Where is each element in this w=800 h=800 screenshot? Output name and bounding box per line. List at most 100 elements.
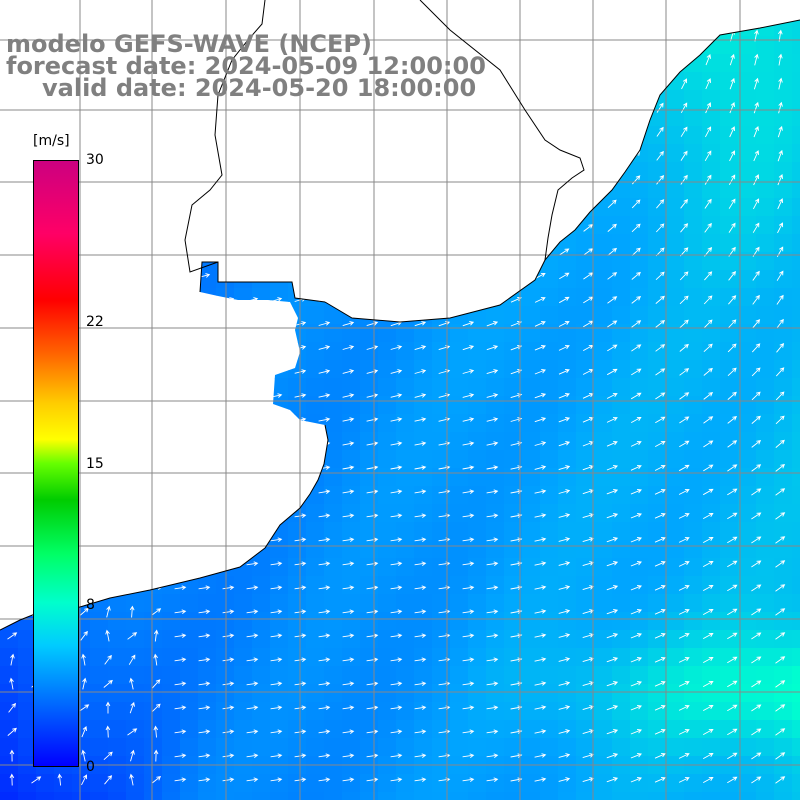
field-cell — [234, 234, 253, 253]
wind-arrow — [198, 633, 211, 638]
field-cell — [324, 396, 343, 415]
wind-arrow — [655, 344, 666, 352]
field-cell — [450, 180, 469, 199]
field-cell — [90, 270, 109, 289]
wind-arrow — [127, 10, 138, 14]
wind-arrow — [270, 633, 283, 638]
field-cell — [450, 20, 469, 37]
wind-arrow — [654, 464, 666, 471]
wind-arrow — [174, 705, 187, 710]
field-cell — [576, 36, 595, 55]
wind-arrow — [223, 10, 233, 15]
field-cell — [198, 540, 217, 559]
wind-arrow — [390, 657, 403, 662]
field-cell — [468, 0, 487, 19]
field-cell — [324, 162, 343, 181]
wind-arrow — [534, 513, 547, 518]
field-cell — [792, 90, 800, 109]
wind-arrow — [534, 753, 547, 758]
field-cell — [666, 378, 685, 397]
field-cell — [432, 270, 451, 289]
field-cell — [468, 378, 487, 397]
wind-arrow — [270, 585, 283, 590]
field-cell — [198, 396, 217, 415]
wind-arrow — [174, 513, 187, 518]
wind-arrow — [222, 609, 235, 614]
field-cell — [702, 414, 721, 433]
field-cell — [666, 630, 685, 649]
field-cell — [594, 450, 613, 469]
field-cell — [684, 0, 703, 19]
wind-arrow — [535, 31, 545, 41]
wind-arrow — [534, 417, 547, 423]
field-cell — [522, 522, 541, 541]
field-cell — [360, 198, 379, 217]
field-cell — [126, 684, 145, 703]
field-cell — [792, 522, 800, 541]
wind-arrow — [606, 681, 619, 687]
field-cell — [666, 90, 685, 109]
field-cell — [324, 288, 343, 307]
field-cell — [306, 702, 325, 721]
field-cell — [576, 144, 595, 163]
wind-arrow — [222, 537, 235, 542]
field-cell — [792, 792, 800, 800]
wind-arrow — [606, 489, 619, 495]
wind-arrow — [558, 344, 570, 351]
wind-arrow — [631, 247, 641, 257]
wind-arrow — [270, 489, 283, 494]
wind-arrow — [704, 271, 713, 281]
field-cell — [540, 162, 559, 181]
wind-arrow — [654, 704, 666, 711]
field-cell — [684, 54, 703, 73]
field-cell — [612, 378, 631, 397]
field-cell — [432, 126, 451, 145]
field-cell — [216, 108, 235, 127]
wind-arrow — [246, 561, 259, 566]
field-cell — [0, 216, 19, 235]
wind-arrow — [680, 174, 688, 185]
field-cell — [306, 216, 325, 235]
wind-arrow — [778, 7, 782, 18]
field-cell — [486, 396, 505, 415]
field-cell — [90, 0, 109, 19]
field-cell — [396, 504, 415, 523]
field-cell — [486, 522, 505, 541]
wind-arrow — [342, 297, 355, 303]
field-cell — [36, 792, 55, 800]
field-cell — [90, 576, 109, 595]
wind-arrow — [486, 729, 499, 734]
field-cell — [396, 702, 415, 721]
field-cell — [576, 108, 595, 127]
field-cell — [396, 270, 415, 289]
wind-arrow — [558, 296, 570, 304]
field-cell — [594, 792, 613, 800]
field-cell — [144, 360, 163, 379]
field-cell — [0, 180, 19, 199]
wind-arrow — [79, 607, 89, 616]
field-cell — [648, 468, 667, 487]
field-cell — [720, 522, 739, 541]
field-cell — [648, 306, 667, 325]
field-cell — [702, 270, 721, 289]
field-cell — [522, 576, 541, 595]
field-cell — [180, 108, 199, 127]
field-cell — [234, 360, 253, 379]
field-cell — [738, 198, 757, 217]
field-cell — [108, 468, 127, 487]
field-cell — [558, 630, 577, 649]
field-cell — [576, 594, 595, 613]
wind-arrow — [222, 729, 235, 734]
field-cell — [108, 360, 127, 379]
field-cell — [324, 630, 343, 649]
field-cell — [540, 684, 559, 703]
wind-arrow — [129, 773, 134, 786]
field-cell — [720, 720, 739, 739]
field-cell — [234, 666, 253, 685]
wind-arrow — [414, 705, 427, 710]
field-cell — [792, 450, 800, 469]
field-cell — [450, 288, 469, 307]
field-cell — [792, 198, 800, 217]
field-cell — [450, 774, 469, 793]
field-cell — [792, 576, 800, 595]
